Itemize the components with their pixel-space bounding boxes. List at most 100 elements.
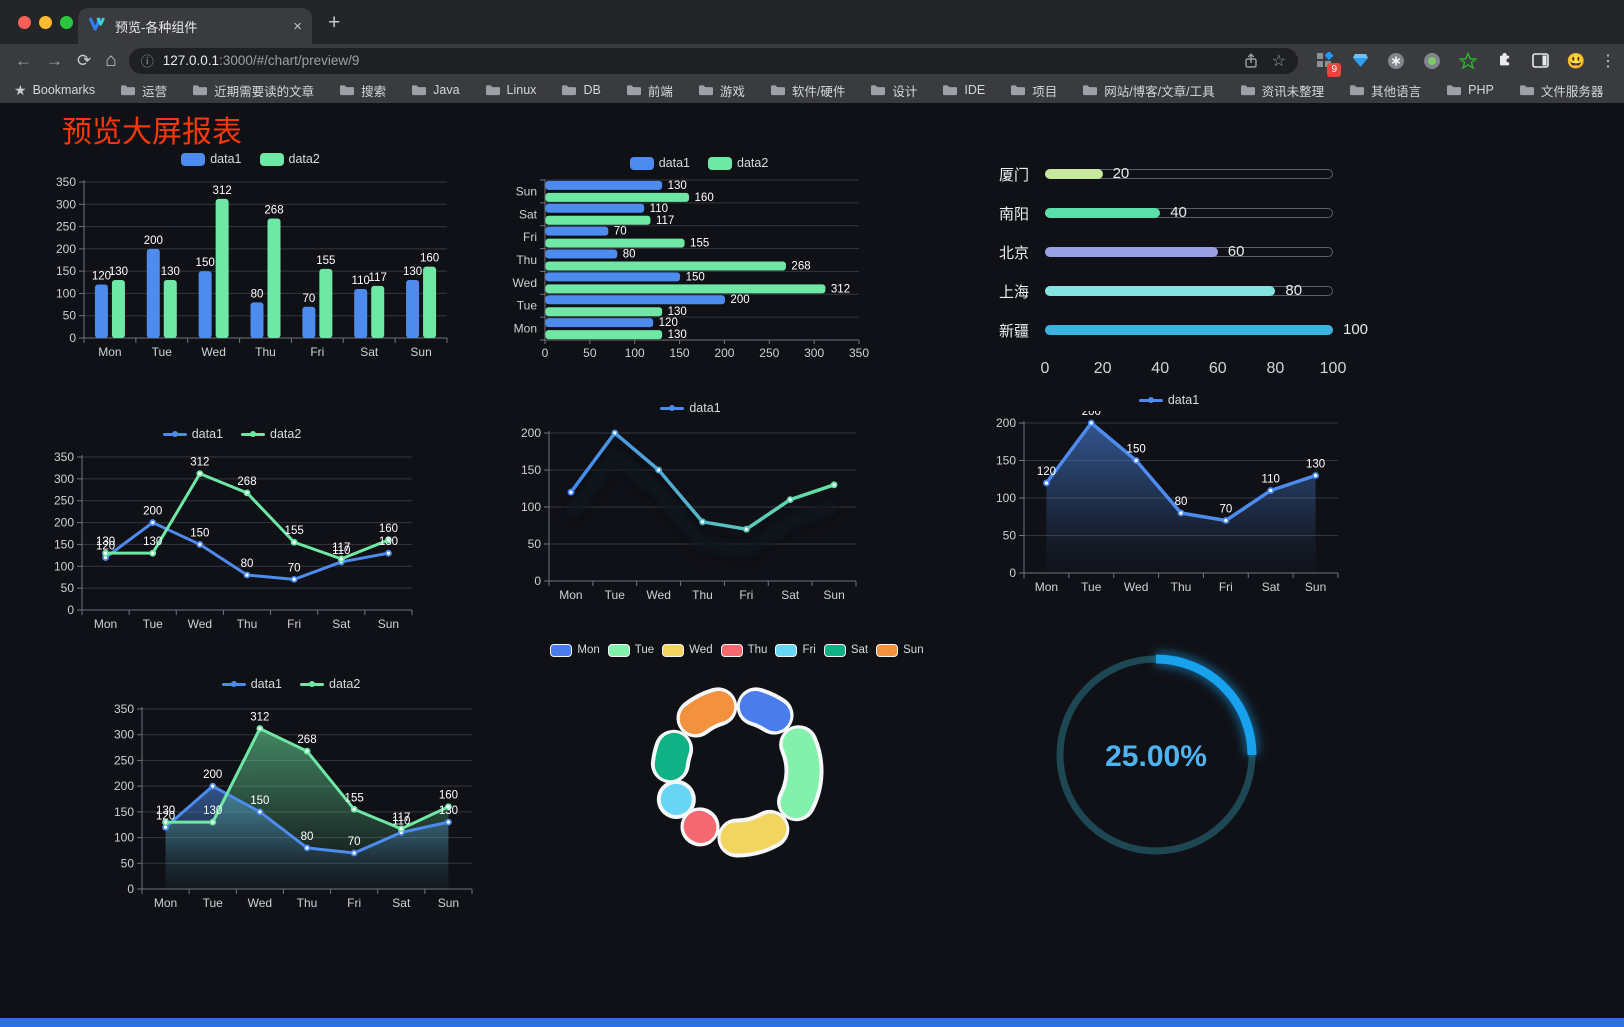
svg-text:Fri: Fri — [1219, 580, 1233, 594]
extensions-puzzle-icon[interactable] — [1494, 51, 1514, 71]
progress-value: 100 — [1343, 321, 1369, 338]
svg-text:312: 312 — [190, 457, 209, 469]
bookmark-item[interactable]: 资讯未整理 — [1240, 81, 1324, 100]
progress-axis-tick: 0 — [1040, 360, 1050, 377]
svg-text:130: 130 — [1306, 459, 1325, 471]
tab-close-icon[interactable]: × — [293, 17, 302, 35]
svg-text:120: 120 — [1037, 466, 1056, 478]
bookmark-item[interactable]: 软件/硬件 — [770, 81, 845, 100]
progress-row-label: 上海 — [998, 284, 1029, 301]
svg-text:268: 268 — [791, 261, 810, 273]
page-info-icon[interactable]: ⓘ — [140, 54, 154, 69]
svg-text:100: 100 — [114, 831, 134, 845]
side-panel-icon[interactable] — [1530, 51, 1550, 71]
bookmark-item[interactable]: DB — [561, 83, 601, 97]
progress-bar-chart: 厦门 20 南阳 40 北京 60 上海 80 新疆 100 0 20 40 60 80 100 — [983, 158, 1381, 386]
legend-item[interactable]: data1 — [221, 677, 282, 691]
extension-asterisk-icon[interactable] — [1386, 51, 1406, 71]
new-tab-button[interactable]: + — [328, 11, 341, 34]
bookmarks-root-item[interactable]: ★ Bookmarks — [14, 81, 96, 98]
svg-text:200: 200 — [54, 516, 74, 530]
star-icon: ★ — [14, 81, 27, 98]
bookmark-item[interactable]: 文件服务器 — [1519, 81, 1603, 100]
home-icon[interactable]: ⌂ — [105, 50, 117, 71]
bookmark-item[interactable]: 游戏 — [698, 81, 745, 100]
svg-text:Sat: Sat — [360, 345, 379, 359]
legend-item[interactable]: data1 — [181, 152, 242, 166]
legend-item[interactable]: data1 — [629, 156, 690, 170]
legend-item[interactable]: data1 — [1138, 393, 1199, 407]
legend-item[interactable]: data1 — [162, 427, 223, 441]
svg-text:Tue: Tue — [605, 588, 626, 602]
svg-text:120: 120 — [96, 541, 115, 553]
legend-item[interactable]: Thu — [720, 643, 767, 657]
progress-row-label: 北京 — [998, 245, 1029, 262]
bookmark-item[interactable]: 近期需要读的文章 — [192, 81, 314, 100]
fullscreen-window-button[interactable] — [60, 16, 73, 29]
extension-emoji-icon[interactable]: 😃 — [1566, 52, 1586, 70]
forward-icon[interactable]: → — [46, 51, 63, 70]
bookmark-item[interactable]: 其他语言 — [1349, 81, 1421, 100]
svg-text:312: 312 — [250, 712, 269, 724]
bookmark-item[interactable]: Linux — [485, 83, 536, 97]
legend-swatch — [162, 431, 187, 437]
bookmark-item[interactable]: Java — [411, 83, 460, 97]
legend-item[interactable]: Mon — [550, 643, 600, 657]
extension-gem-icon[interactable] — [1350, 51, 1370, 71]
svg-text:Wed: Wed — [646, 588, 670, 602]
svg-text:50: 50 — [583, 346, 597, 360]
extension-star-icon[interactable] — [1458, 51, 1478, 71]
svg-text:300: 300 — [56, 197, 76, 211]
svg-text:110: 110 — [352, 275, 370, 287]
address-bar[interactable]: ⓘ 127.0.0.1 :3000/#/chart/preview/9 ☆ — [128, 47, 1298, 74]
extension-record-icon[interactable] — [1422, 51, 1442, 71]
legend-item[interactable]: Fri — [775, 643, 816, 657]
bookmark-item[interactable]: 网站/博客/文章/工具 — [1082, 81, 1215, 100]
bar-chart: data1 data2 0 50 100 150 200 250 300 350 Mon Tue Wed… — [38, 148, 463, 366]
svg-text:150: 150 — [54, 537, 74, 551]
back-icon[interactable]: ← — [15, 51, 32, 70]
bookmark-item[interactable]: 前端 — [626, 81, 673, 100]
legend-item[interactable]: data1 — [660, 401, 721, 415]
legend-item[interactable]: data2 — [259, 152, 320, 166]
svg-text:50: 50 — [63, 309, 77, 323]
bookmark-item[interactable]: PHP — [1446, 83, 1494, 97]
svg-text:200: 200 — [143, 506, 162, 518]
legend-item[interactable]: data2 — [241, 427, 301, 441]
svg-text:70: 70 — [302, 293, 315, 305]
svg-text:Thu: Thu — [516, 253, 537, 267]
bookmark-item[interactable]: IDE — [942, 83, 985, 97]
legend-item[interactable]: Tue — [607, 643, 654, 657]
svg-text:Mon: Mon — [1035, 580, 1058, 594]
bookmark-item[interactable]: 项目 — [1010, 81, 1057, 100]
legend-item[interactable]: data2 — [708, 156, 768, 170]
legend-swatch — [775, 643, 798, 657]
horizontal-bar-chart: data1 data2 0 50 100 150 200 250 300 350 Sun 130 160… — [503, 152, 895, 366]
extension-grid-icon[interactable]: 9 — [1314, 51, 1341, 77]
legend-item[interactable]: Wed — [662, 643, 713, 657]
svg-text:300: 300 — [114, 728, 134, 742]
bookmark-item[interactable]: 设计 — [870, 81, 917, 100]
gradient-line-chart: data1 0 50 100 150 200 Mon Tue Wed Thu Fri Sat Sun — [503, 397, 878, 611]
svg-text:117: 117 — [392, 812, 410, 824]
svg-text:250: 250 — [54, 494, 74, 508]
svg-text:120: 120 — [156, 810, 175, 822]
svg-text:160: 160 — [439, 790, 458, 802]
minimize-window-button[interactable] — [39, 16, 52, 29]
bookmark-star-icon[interactable]: ☆ — [1271, 52, 1286, 70]
legend-item[interactable]: Sun — [876, 643, 924, 657]
chart-canvas: 0 50 100 150 200 250 300 350 Mon Tue Wed Thu Fri Sat S… — [114, 702, 473, 910]
bookmark-item[interactable]: 搜索 — [339, 81, 386, 100]
legend-item[interactable]: Sat — [823, 643, 868, 657]
svg-text:100: 100 — [625, 346, 645, 360]
bookmark-item[interactable]: 运营 — [120, 81, 167, 100]
svg-text:150: 150 — [521, 463, 541, 477]
reload-icon[interactable]: ⟳ — [77, 51, 92, 70]
legend-item[interactable]: data2 — [300, 677, 360, 691]
close-window-button[interactable] — [18, 16, 31, 29]
browser-menu-icon[interactable]: ⋮ — [1600, 52, 1616, 70]
progress-axis-tick: 60 — [1208, 360, 1227, 377]
svg-text:Thu: Thu — [1171, 580, 1192, 594]
share-icon[interactable] — [1244, 52, 1258, 69]
browser-tab[interactable]: 预览-各种组件 × — [78, 8, 312, 44]
